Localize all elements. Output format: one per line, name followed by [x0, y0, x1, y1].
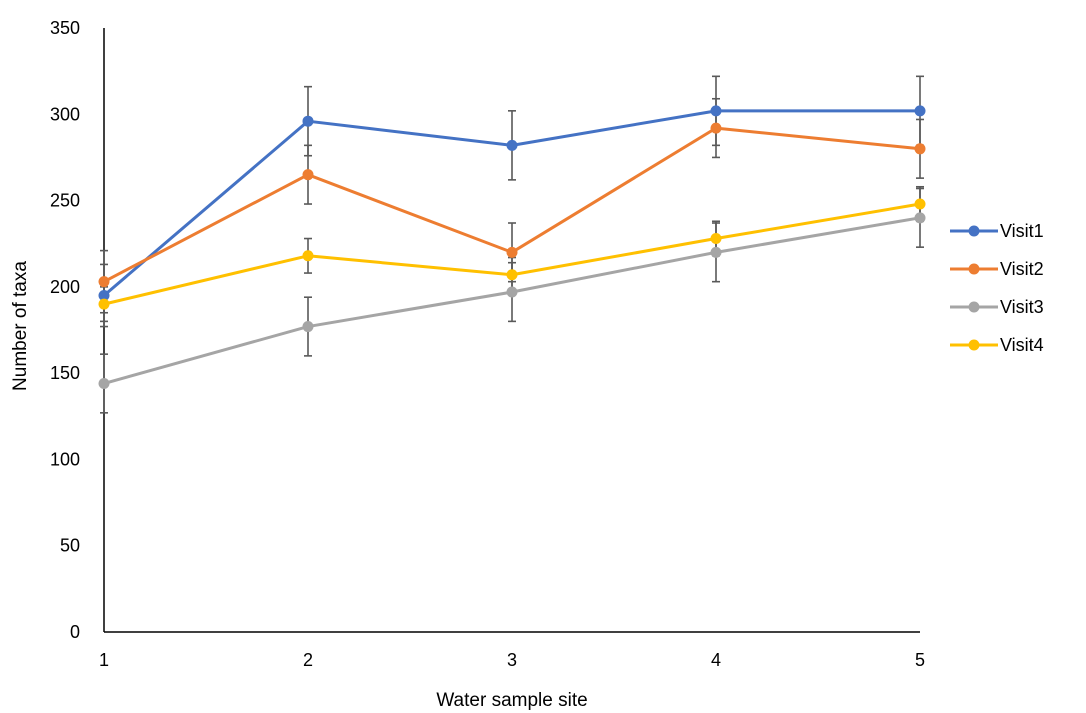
data-point-visit4: [914, 198, 926, 210]
series-points: [98, 105, 926, 389]
y-tick-label: 100: [50, 449, 80, 469]
data-point-visit3: [710, 246, 722, 258]
legend: Visit1 Visit2 Visit3 Visit4: [950, 221, 1044, 355]
legend-item-visit3: Visit3: [950, 297, 1044, 317]
legend-item-visit1: Visit1: [950, 221, 1044, 241]
data-point-visit3: [914, 212, 926, 224]
y-tick-labels: 0 50 100 150 200 250 300 350: [50, 18, 80, 642]
y-axis-title: Number of taxa: [10, 261, 31, 391]
legend-label: Visit1: [1000, 221, 1044, 241]
data-point-visit2: [506, 246, 518, 258]
data-point-visit4: [302, 250, 314, 262]
legend-label: Visit2: [1000, 259, 1044, 279]
legend-label: Visit4: [1000, 335, 1044, 355]
legend-swatch-marker: [968, 225, 980, 237]
legend-swatch-marker: [968, 301, 980, 313]
legend-item-visit4: Visit4: [950, 335, 1044, 355]
data-point-visit4: [98, 298, 110, 310]
error-bars: [100, 75, 924, 414]
data-point-visit2: [98, 276, 110, 288]
y-tick-label: 50: [60, 536, 80, 556]
data-point-visit1: [914, 105, 926, 117]
y-tick-label: 0: [70, 622, 80, 642]
y-tick-label: 350: [50, 18, 80, 38]
data-point-visit3: [98, 377, 110, 389]
data-point-visit1: [302, 115, 314, 127]
y-tick-label: 250: [50, 191, 80, 211]
data-point-visit1: [506, 139, 518, 151]
y-tick-label: 300: [50, 104, 80, 124]
x-tick-labels: 1 2 3 4 5: [99, 650, 925, 670]
x-tick-label: 1: [99, 650, 109, 670]
plot-area: 0 50 100 150 200 250 300 350 1 2 3 4 5: [50, 18, 926, 670]
x-axis-title: Water sample site: [436, 690, 587, 711]
legend-swatch-marker: [968, 263, 980, 275]
x-tick-label: 2: [303, 650, 313, 670]
legend-swatch-marker: [968, 339, 980, 351]
data-point-visit1: [98, 289, 110, 301]
x-tick-label: 4: [711, 650, 721, 670]
legend-item-visit2: Visit2: [950, 259, 1044, 279]
data-point-visit2: [302, 169, 314, 181]
x-tick-label: 5: [915, 650, 925, 670]
data-point-visit2: [710, 122, 722, 134]
data-point-visit1: [710, 105, 722, 117]
data-point-visit4: [710, 233, 722, 245]
x-tick-label: 3: [507, 650, 517, 670]
data-point-visit4: [506, 269, 518, 281]
data-point-visit3: [302, 321, 314, 333]
legend-label: Visit3: [1000, 297, 1044, 317]
y-tick-label: 200: [50, 277, 80, 297]
data-point-visit3: [506, 286, 518, 298]
data-point-visit2: [914, 143, 926, 155]
y-tick-label: 150: [50, 363, 80, 383]
